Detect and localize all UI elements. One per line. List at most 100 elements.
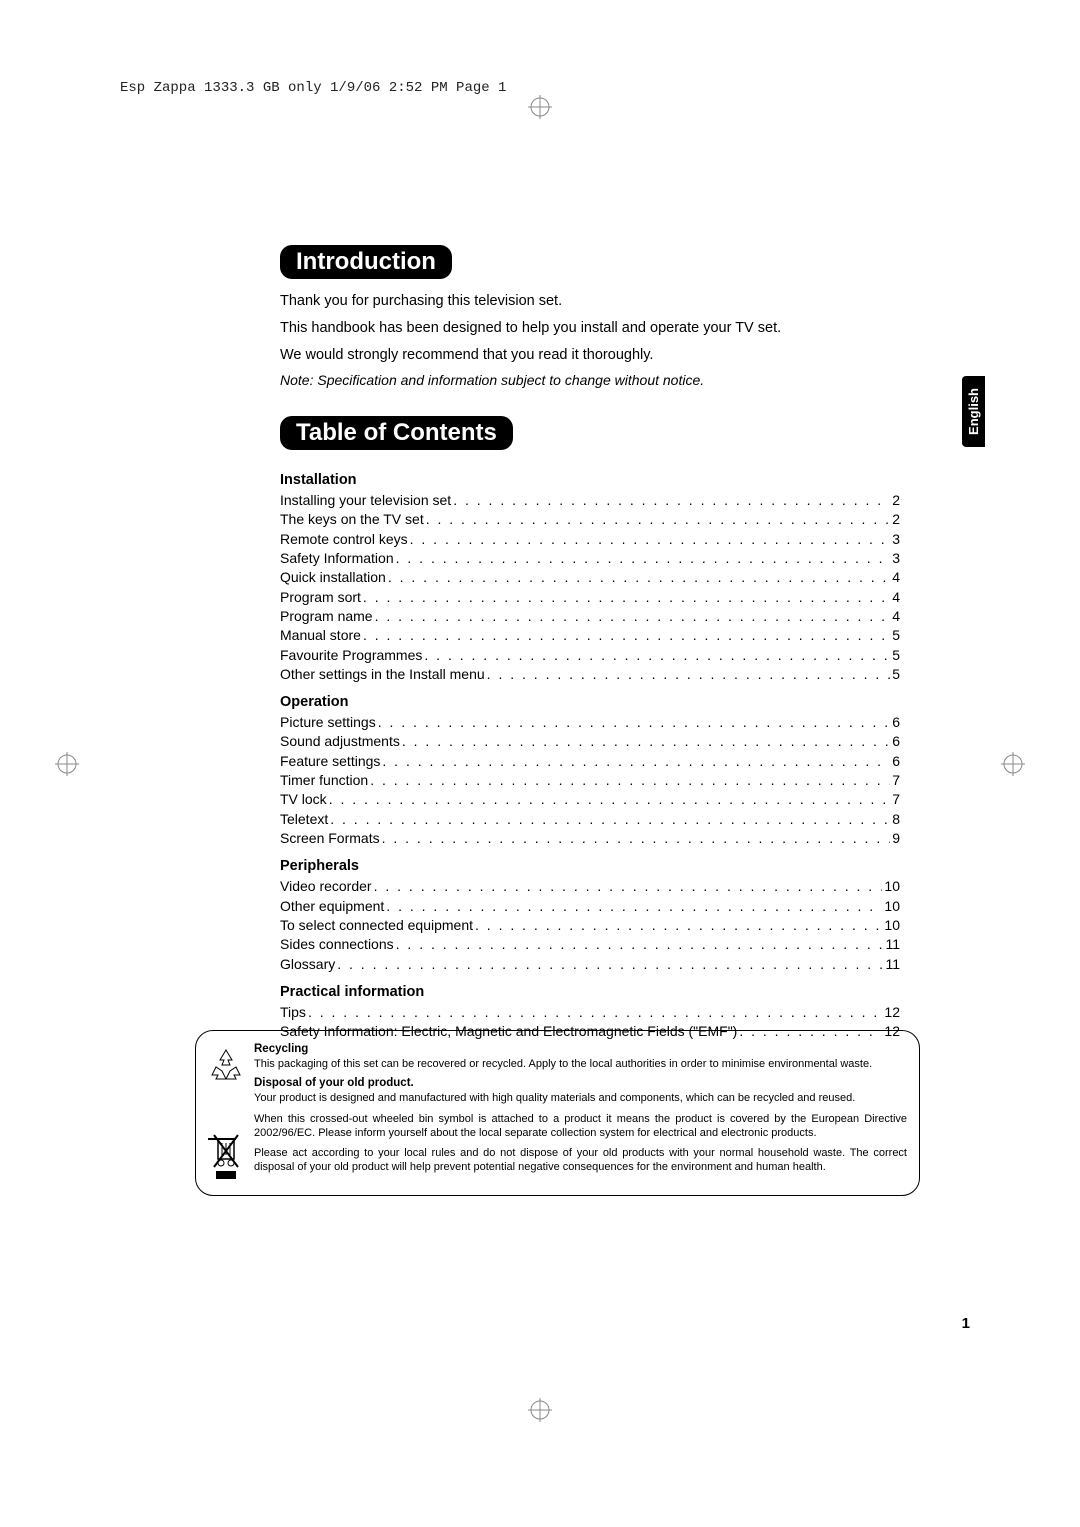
toc-leader-dots <box>375 607 891 626</box>
toc-section-heading: Operation <box>280 694 900 710</box>
intro-line-1: Thank you for purchasing this television… <box>280 291 900 312</box>
toc-label: Favourite Programmes <box>280 646 422 665</box>
toc-leader-dots <box>475 916 882 935</box>
toc-label: The keys on the TV set <box>280 510 424 529</box>
bin-icon <box>208 1131 244 1167</box>
disposal-text-3: Please act according to your local rules… <box>254 1146 907 1175</box>
toc-label: Other settings in the Install menu <box>280 665 485 684</box>
toc-label: Remote control keys <box>280 530 408 549</box>
toc-heading: Table of Contents <box>280 416 513 450</box>
toc-leader-dots <box>370 771 890 790</box>
crop-mark-bottom-left <box>60 1347 90 1377</box>
toc-leader-dots <box>378 713 890 732</box>
language-tab: English <box>962 376 985 447</box>
toc-leader-dots <box>424 646 890 665</box>
toc-row: Sound adjustments 6 <box>280 732 900 751</box>
toc-label: Feature settings <box>280 752 380 771</box>
toc-label: Program sort <box>280 588 361 607</box>
toc-leader-dots <box>308 1003 882 1022</box>
toc-page: 11 <box>885 955 900 974</box>
toc-leader-dots <box>363 626 890 645</box>
toc-row: TV lock7 <box>280 790 900 809</box>
toc-leader-dots <box>330 810 890 829</box>
disposal-title: Disposal of your old product. <box>254 1077 907 1089</box>
toc-section-heading: Installation <box>280 472 900 488</box>
toc-row: Quick installation 4 <box>280 568 900 587</box>
page-number: 1 <box>962 1315 970 1332</box>
toc-leader-dots <box>453 491 890 510</box>
toc-page: 2 <box>892 510 900 529</box>
toc-label: Teletext <box>280 810 328 829</box>
toc-label: Sound adjustments <box>280 732 400 751</box>
toc-label: Timer function <box>280 771 368 790</box>
toc-leader-dots <box>402 732 890 751</box>
toc-leader-dots <box>374 877 883 896</box>
toc-row: Sides connections11 <box>280 935 900 954</box>
toc-container: Installation Installing your television s… <box>280 472 900 1042</box>
intro-note: Note: Specification and information subj… <box>280 372 900 388</box>
toc-row: Remote control keys 3 <box>280 530 900 549</box>
register-mark-left <box>55 752 79 776</box>
header-meta: Esp Zappa 1333.3 GB only 1/9/06 2:52 PM … <box>120 80 506 96</box>
toc-row: To select connected equipment 10 <box>280 916 900 935</box>
toc-page: 4 <box>892 568 900 587</box>
toc-label: Video recorder <box>280 877 372 896</box>
toc-leader-dots <box>329 790 891 809</box>
recycle-icon <box>208 1047 244 1083</box>
crop-mark-bottom-right <box>990 1347 1020 1377</box>
toc-row: Teletext 8 <box>280 810 900 829</box>
toc-leader-dots <box>410 530 891 549</box>
toc-page: 6 <box>892 752 900 771</box>
toc-row: Other equipment 10 <box>280 897 900 916</box>
toc-leader-dots <box>337 955 883 974</box>
toc-page: 6 <box>892 732 900 751</box>
toc-label: Other equipment <box>280 897 384 916</box>
toc-row: Program name4 <box>280 607 900 626</box>
toc-leader-dots <box>388 568 890 587</box>
toc-page: 12 <box>884 1003 900 1022</box>
toc-row: Other settings in the Install menu 5 <box>280 665 900 684</box>
toc-label: To select connected equipment <box>280 916 473 935</box>
toc-label: Quick installation <box>280 568 386 587</box>
recycling-text: This packaging of this set can be recove… <box>254 1057 907 1071</box>
toc-label: Tips <box>280 1003 306 1022</box>
toc-page: 3 <box>892 549 900 568</box>
toc-label: Installing your television set <box>280 491 451 510</box>
toc-row: Screen Formats 9 <box>280 829 900 848</box>
toc-row: Safety Information 3 <box>280 549 900 568</box>
toc-label: Screen Formats <box>280 829 380 848</box>
register-mark-top <box>528 95 552 119</box>
toc-page: 9 <box>892 829 900 848</box>
toc-label: TV lock <box>280 790 327 809</box>
toc-row: Glossary11 <box>280 955 900 974</box>
toc-row: Manual store5 <box>280 626 900 645</box>
toc-label: Program name <box>280 607 373 626</box>
toc-leader-dots <box>382 829 891 848</box>
toc-leader-dots <box>426 510 890 529</box>
toc-page: 3 <box>892 530 900 549</box>
toc-row: Tips 12 <box>280 1003 900 1022</box>
toc-page: 5 <box>892 665 900 684</box>
toc-section-heading: Peripherals <box>280 858 900 874</box>
toc-page: 10 <box>884 897 900 916</box>
toc-label: Safety Information <box>280 549 394 568</box>
toc-row: Feature settings 6 <box>280 752 900 771</box>
toc-row: Timer function7 <box>280 771 900 790</box>
toc-label: Manual store <box>280 626 361 645</box>
toc-leader-dots <box>396 935 884 954</box>
toc-page: 8 <box>892 810 900 829</box>
toc-leader-dots <box>396 549 891 568</box>
disposal-text-1: Your product is designed and manufacture… <box>254 1091 907 1105</box>
toc-page: 5 <box>892 646 900 665</box>
toc-row: Program sort 4 <box>280 588 900 607</box>
toc-page: 10 <box>884 916 900 935</box>
page-content: Introduction Thank you for purchasing th… <box>280 245 900 1042</box>
recycling-title: Recycling <box>254 1043 907 1055</box>
toc-row: Picture settings6 <box>280 713 900 732</box>
intro-line-2: This handbook has been designed to help … <box>280 318 900 339</box>
toc-page: 6 <box>892 713 900 732</box>
intro-line-3: We would strongly recommend that you rea… <box>280 345 900 366</box>
info-box: Recycling This packaging of this set can… <box>195 1030 920 1196</box>
toc-leader-dots <box>382 752 890 771</box>
toc-page: 4 <box>892 588 900 607</box>
